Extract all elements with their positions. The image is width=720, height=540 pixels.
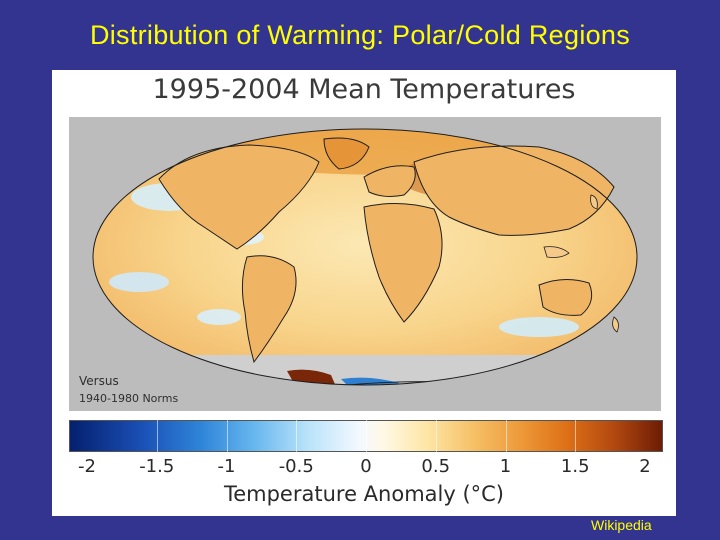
southeast-asia-islands xyxy=(543,246,570,258)
world-map: Versus 1940-1980 Norms xyxy=(69,117,661,411)
versus-label: Versus xyxy=(79,374,119,388)
japan xyxy=(590,194,598,210)
baseline-note: Versus 1940-1980 Norms xyxy=(79,373,178,407)
baseline-period-label: 1940-1980 Norms xyxy=(79,392,179,405)
colorbar-tick-label: -2 xyxy=(78,456,96,477)
globe-outline xyxy=(92,128,638,386)
north-america xyxy=(158,144,320,250)
colorbar-tick-mark xyxy=(226,420,228,452)
australia xyxy=(538,279,593,316)
new-zealand xyxy=(612,316,619,333)
southern-ocean-cool-patch xyxy=(197,309,241,325)
colorbar-tick-label: -0.5 xyxy=(278,456,314,477)
pacific-cool-patch xyxy=(109,272,169,292)
temperature-anomaly-map-figure: 1995-2004 Mean Temperatures xyxy=(52,70,676,516)
asia xyxy=(413,145,615,236)
colorbar-tick-mark xyxy=(296,420,298,452)
greenland xyxy=(323,137,370,170)
colorbar-tick-label: 1.5 xyxy=(560,456,590,477)
colorbar-tick-label: 0.5 xyxy=(421,456,451,477)
source-label: Wikipedia xyxy=(591,517,652,533)
colorbar-tick-labels: -2 -1.5 -1 -0.5 0 0.5 1 1.5 2 xyxy=(69,456,663,478)
colorbar-tick-marks xyxy=(69,420,663,452)
colorbar-tick-label: -1 xyxy=(217,456,236,477)
map-graphic xyxy=(92,128,638,386)
colorbar-tick-label: -1.5 xyxy=(139,456,175,477)
colorbar-tick-mark xyxy=(366,420,367,452)
colorbar-tick-label: 1 xyxy=(499,456,512,477)
slide-title: Distribution of Warming: Polar/Cold Regi… xyxy=(89,20,631,50)
colorbar-tick-label: 0 xyxy=(360,456,372,477)
europe xyxy=(363,165,416,197)
southern-ocean-cool-patch xyxy=(499,317,579,337)
colorbar-tick-mark xyxy=(575,420,577,452)
colorbar-tick-mark xyxy=(505,420,507,452)
antarctica-no-data xyxy=(189,355,609,385)
south-america xyxy=(241,255,297,364)
map-title: 1995-2004 Mean Temperatures xyxy=(152,74,576,105)
colorbar-tick-mark xyxy=(435,420,437,452)
africa xyxy=(363,202,443,323)
colorbar-axis-label: Temperature Anomaly (°C) xyxy=(223,482,505,506)
colorbar-tick-label: 2 xyxy=(639,456,651,477)
colorbar-tick-mark xyxy=(156,420,158,452)
